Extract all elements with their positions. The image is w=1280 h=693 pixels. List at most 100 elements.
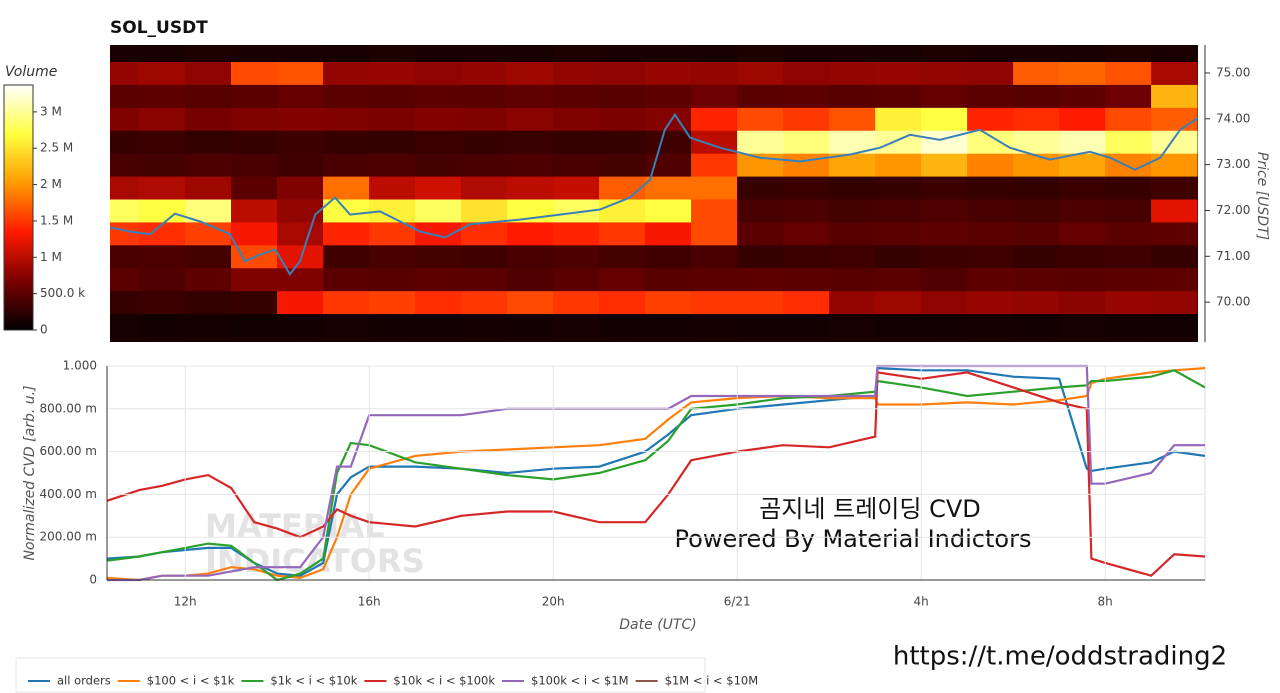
heatmap-cell [829, 153, 876, 177]
heatmap-cell [507, 153, 554, 177]
heatmap-cell [553, 84, 600, 108]
heatmap-cell [553, 45, 600, 62]
heatmap-cell [783, 313, 830, 337]
heatmap-cell [230, 84, 278, 108]
colorbar-tick-label: 1 M [40, 250, 62, 264]
heatmap-cell [645, 107, 692, 131]
y-tick-label: 800.00 m [40, 401, 98, 415]
heatmap-cell [230, 267, 278, 292]
heatmap-cell [875, 130, 922, 154]
heatmap-cell [507, 107, 554, 131]
heatmap-cell [921, 45, 968, 62]
heatmap-cell [783, 45, 830, 62]
heatmap-cell [1105, 107, 1152, 131]
heatmap-cell [1059, 61, 1106, 85]
heatmap-cell [829, 130, 876, 154]
heatmap-cell [967, 199, 1014, 223]
heatmap-cell [230, 199, 278, 223]
heatmap-cell [369, 61, 416, 85]
heatmap-cell [184, 61, 232, 85]
chart-title: SOL_USDT [110, 18, 208, 38]
heatmap-cell [138, 107, 186, 131]
legend-label: $100 < i < $1k [147, 674, 235, 688]
heatmap-cell [184, 199, 232, 223]
heatmap-cell [415, 84, 462, 108]
y-tick-label: 0 [89, 573, 97, 587]
heatmap-cell [691, 84, 738, 108]
heatmap-cell [1105, 130, 1152, 154]
heatmap-cell [599, 45, 646, 62]
heatmap-cell [1013, 313, 1060, 337]
heatmap-cell [737, 107, 784, 131]
heatmap-cell [1151, 153, 1198, 177]
heatmap-cell [967, 107, 1014, 131]
heatmap-cell [645, 313, 692, 337]
heatmap-cell [645, 61, 692, 85]
heatmap-cell [783, 176, 830, 200]
heatmap-cell [322, 267, 370, 292]
heatmap-cell [369, 313, 416, 337]
heatmap-cell [110, 290, 140, 315]
heatmap-cell [110, 199, 140, 223]
heatmap-cell [138, 221, 186, 246]
heatmap-cell [1059, 290, 1106, 315]
heatmap-cell [829, 199, 876, 223]
heatmap-cell [138, 176, 186, 200]
heatmap-cell [415, 313, 462, 337]
heatmap-cell [1013, 130, 1060, 154]
heatmap-cell [507, 176, 554, 200]
heatmap-cell [461, 45, 508, 62]
heatmap-cell [322, 290, 370, 315]
heatmap-cell [921, 153, 968, 177]
heatmap-cell [369, 84, 416, 108]
heatmap-cell [507, 244, 554, 269]
heatmap-cell [599, 84, 646, 108]
heatmap-cell [553, 221, 600, 246]
heatmap-cell [322, 130, 370, 154]
heatmap-cell [737, 290, 784, 315]
heatmap-cell [110, 45, 140, 62]
heatmap-cell [110, 244, 140, 269]
heatmap-cell [967, 153, 1014, 177]
heatmap-cell [461, 61, 508, 85]
heatmap-cell [645, 290, 692, 315]
x-tick-label: 12h [174, 595, 197, 609]
heatmap-cell [184, 244, 232, 269]
heatmap-cell [415, 244, 462, 269]
heatmap-cell [783, 267, 830, 292]
heatmap-cell [1151, 267, 1198, 292]
legend-label: $1M < i < $10M [665, 674, 759, 688]
heatmap-cell [691, 313, 738, 337]
heatmap-cell [737, 244, 784, 269]
heatmap-cell [875, 84, 922, 108]
heatmap-cell [1105, 84, 1152, 108]
heatmap-cell [967, 61, 1014, 85]
heatmap-cell [1151, 176, 1198, 200]
x-tick-label: 16h [358, 595, 381, 609]
heatmap-cell [184, 107, 232, 131]
legend-label: $1k < i < $10k [270, 674, 357, 688]
heatmap-cell [230, 107, 278, 131]
heatmap-cell [599, 267, 646, 292]
x-tick-label: 20h [542, 595, 565, 609]
heatmap-cell [322, 45, 370, 62]
heatmap-cell [1105, 176, 1152, 200]
heatmap-cell [276, 61, 324, 85]
heatmap-cell [322, 107, 370, 131]
heatmap-cell [322, 84, 370, 108]
heatmap-cell [322, 244, 370, 269]
heatmap-cell [829, 267, 876, 292]
heatmap-cell [875, 221, 922, 246]
y-tick-label: 73.00 [1216, 157, 1250, 171]
heatmap-cell [921, 244, 968, 269]
heatmap-cell [369, 221, 416, 246]
heatmap-cell [783, 84, 830, 108]
heatmap-cell [553, 130, 600, 154]
heatmap-cell [553, 313, 600, 337]
heatmap-cell [1151, 45, 1198, 62]
heatmap-cell [553, 290, 600, 315]
heatmap-cell [369, 244, 416, 269]
heatmap-cell [783, 290, 830, 315]
heatmap-cell [322, 153, 370, 177]
heatmap-cell [138, 45, 186, 62]
